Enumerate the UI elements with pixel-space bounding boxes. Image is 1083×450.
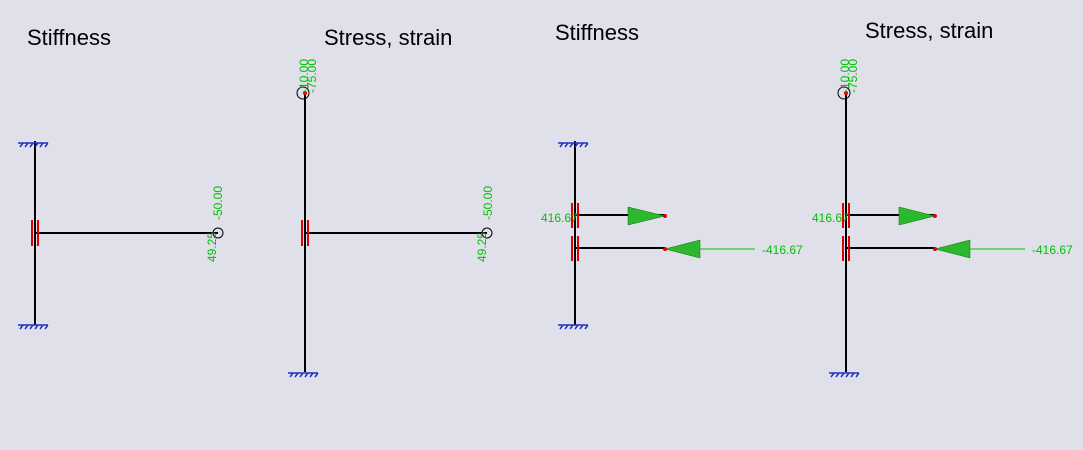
support: [18, 324, 49, 330]
force-arrow: [898, 206, 936, 226]
moment-symbol: [212, 227, 224, 239]
panel: Stiffness -50.00 49.25: [18, 25, 225, 330]
support: [558, 142, 589, 148]
support: [288, 372, 319, 378]
panel-title: Stiffness: [27, 25, 111, 50]
label: -416.67: [1032, 243, 1073, 257]
moment-symbol: [481, 227, 493, 239]
label: 416.67: [541, 211, 578, 225]
label: -50.00: [481, 186, 495, 220]
moment-symbol: [837, 86, 851, 100]
panel: Stiffness 416.67 -416.67: [541, 20, 803, 330]
moment-symbol: [296, 86, 310, 100]
support: [829, 372, 860, 378]
label: -10.00: [838, 59, 852, 93]
hinge: [301, 220, 309, 246]
node: [303, 91, 307, 95]
panel-title: Stiffness: [555, 20, 639, 45]
label: -75.00: [846, 59, 860, 93]
label: -10.00: [297, 59, 311, 93]
panel: Stress, strain -10.00 -75.00 -50.00 49.2…: [288, 25, 495, 378]
hinge: [571, 203, 579, 261]
panel-title: Stress, strain: [865, 18, 993, 43]
label: -50.00: [211, 186, 225, 220]
panel-title: Stress, strain: [324, 25, 452, 50]
force-arrow: [627, 206, 666, 226]
label: -75.00: [305, 59, 319, 93]
node: [933, 214, 937, 218]
node: [663, 214, 667, 218]
label: 416.67: [812, 211, 849, 225]
node: [844, 91, 848, 95]
support: [558, 324, 589, 330]
label: -416.67: [762, 243, 803, 257]
support: [18, 142, 49, 148]
panel: Stress, strain -10.00 -75.00 416.67 -416…: [812, 18, 1073, 378]
node: [933, 247, 937, 251]
label: 49.25: [475, 232, 489, 262]
node: [663, 247, 667, 251]
label: 49.25: [205, 232, 219, 262]
hinge: [842, 203, 850, 261]
hinge: [31, 220, 39, 246]
